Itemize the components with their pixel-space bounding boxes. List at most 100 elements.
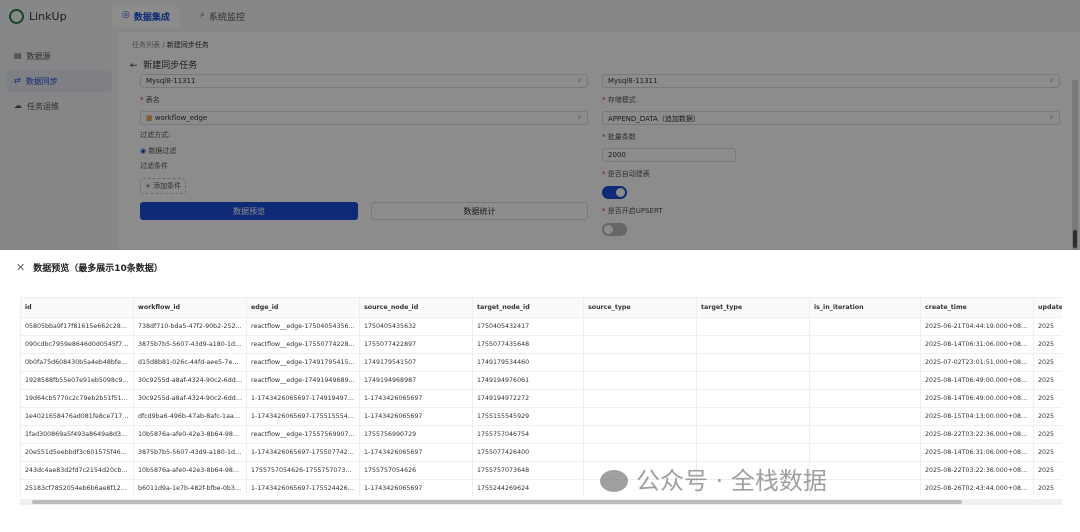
table-cell: dfcd9ba6-496b-47ab-8afc-1aab4... [133, 407, 247, 426]
close-icon[interactable]: ✕ [16, 261, 26, 274]
topnav-system-monitor[interactable]: ⌕ 系统监控 [199, 9, 245, 23]
data-preview-button[interactable]: 数据预览 [140, 202, 358, 220]
table-cell: reactflow__edge-1749179541507... [246, 353, 360, 372]
table-label: * 表名 [140, 96, 160, 104]
table-cell [583, 389, 697, 408]
batch-input[interactable]: 2000 [602, 148, 736, 162]
table-cell: 1749179534460 [472, 353, 584, 372]
breadcrumb-task-list[interactable]: 任务列表 [132, 41, 160, 49]
table-cell [696, 389, 810, 408]
data-preview-drawer: ✕ 数据预览（最多展示10条数据） id workflow_id edge_id sou… [0, 250, 1080, 532]
source-datasource-select[interactable]: Mysql8-11311 ∨ [140, 74, 588, 88]
table-row: 243dc4ae83d2fd7c2154d20cb8f0... 10b5876a-… [20, 461, 1062, 480]
table-cell: 1755757054626 [359, 461, 473, 480]
table-cell: 090cdbc7959e8646d0d0545f736... [20, 335, 134, 354]
table-cell [809, 425, 921, 444]
table-row: 1928588fb55e07e91eb5098c9077... 30c9255d-… [20, 371, 1062, 390]
horizontal-scrollbar[interactable] [20, 499, 1062, 505]
table-cell: reactflow__edge-1755756990729... [246, 425, 360, 444]
batch-label: * 批量条数 [602, 133, 636, 141]
table-row: 0b0fa75d608430b5a4eb48bfe44b... d15d8b81-… [20, 353, 1062, 372]
breadcrumb-current: 新建同步任务 [166, 41, 209, 49]
modal-mask[interactable] [0, 0, 1080, 250]
table-cell: 1749194968987 [359, 371, 473, 390]
search-icon: ⌕ [199, 9, 205, 20]
table-header: id workflow_id edge_id source_node_id target… [20, 297, 1062, 318]
chevron-down-icon: ∨ [576, 113, 582, 121]
table-icon: ▦ [146, 114, 153, 122]
table-cell [696, 317, 810, 336]
table-cell [696, 425, 810, 444]
table-cell: b6011d9a-1e7b-482f-bfbe-0b3a1... [133, 479, 247, 497]
table-cell: 2025 [1033, 461, 1062, 480]
table-cell: 2025 [1033, 317, 1062, 336]
table-cell: 3875b7b5-5607-43d9-a180-1dc9... [133, 443, 247, 462]
table-cell: 10b5876a-afe0-42e3-8b64-98bb... [133, 461, 247, 480]
table-cell: 05805bba9f17f81615e662c282ae... [20, 317, 134, 336]
table-cell: 0b0fa75d608430b5a4eb48bfe44b... [20, 353, 134, 372]
table-cell: 20e551d5eebbdf3c601575f462f3... [20, 443, 134, 462]
table-cell [696, 371, 810, 390]
upsert-label: * 是否开启UPSERT [602, 207, 663, 215]
table-cell: 2025-08-22T03:22:36.000+08:00 [920, 425, 1034, 444]
table-row: 05805bba9f17f81615e662c282ae... 738df710-… [20, 317, 1062, 336]
page-title: ← 新建同步任务 [130, 61, 198, 71]
table-cell [809, 335, 921, 354]
store-mode-select[interactable]: APPEND_DATA（追加数据） ∨ [602, 111, 1060, 125]
table-select[interactable]: ▦ workflow_edge ∨ [140, 111, 588, 125]
radio-checked-icon: ◉ [140, 147, 147, 155]
sidebar-item-task-ops[interactable]: ☁ 任务运维 [14, 101, 59, 111]
filter-cond-label: 过滤条件 [140, 162, 168, 170]
table-cell [809, 371, 921, 390]
table-cell: 1750405435632 [359, 317, 473, 336]
eye-icon: ◎ [122, 9, 130, 20]
column-header: edge_id [246, 297, 360, 318]
table-cell [696, 407, 810, 426]
column-header: is_in_iteration [809, 297, 921, 318]
target-datasource-select[interactable]: Mysql8-11311 ∨ [602, 74, 1060, 88]
data-stats-button[interactable]: 数据统计 [371, 202, 588, 220]
table-cell: 2025 [1033, 371, 1062, 390]
table-cell [809, 443, 921, 462]
table-row: 1fad300869a5f493a8649a8d390c... 10b5876a-… [20, 425, 1062, 444]
add-condition-button[interactable]: + 添加条件 [140, 178, 187, 194]
table-cell [583, 443, 697, 462]
back-arrow-icon[interactable]: ← [130, 61, 138, 71]
table-cell [583, 317, 697, 336]
table-row: 19d64cb5770c2c79eb2b51f51487... 30c9255d-… [20, 389, 1062, 408]
watermark: 公众号 · 全栈数据 [600, 468, 827, 494]
table-cell: 2025 [1033, 479, 1062, 497]
table-cell: 1750405432417 [472, 317, 584, 336]
table-cell [583, 407, 697, 426]
table-cell: reactflow__edge-1749194968987... [246, 371, 360, 390]
table-cell: reactflow__edge-1750405435632... [246, 317, 360, 336]
table-cell: 1-1743426065697-1749194972272 [246, 389, 360, 408]
table-cell: 10b5876a-afe0-42e3-8b64-98bb... [133, 425, 247, 444]
table-cell: 2025 [1033, 443, 1062, 462]
table-cell: 1e4021658476ad081fe8ce7174ab... [20, 407, 134, 426]
column-header: update [1033, 297, 1062, 318]
store-mode-label: * 存储模式 [602, 96, 636, 104]
cloud-icon: ☁ [14, 101, 22, 110]
filter-mode-label: 过滤方式: [140, 131, 171, 139]
table-cell [583, 371, 697, 390]
topnav-data-integration[interactable]: ◎ 数据集成 [112, 4, 180, 28]
table-cell: 1755077422897 [359, 335, 473, 354]
main-content: 任务列表 / 新建同步任务 ← 新建同步任务 Mysql8-11311 ∨ * 表… [118, 32, 1080, 252]
page-scrollbar[interactable] [1072, 80, 1078, 250]
table-cell [583, 353, 697, 372]
column-header: source_type [583, 297, 697, 318]
sidebar-item-data-sync[interactable]: ⇄ 数据同步 [6, 71, 112, 92]
sidebar-item-datasource[interactable]: ▤ 数据源 [14, 51, 51, 61]
auto-create-toggle[interactable] [602, 186, 627, 199]
table-cell: 1-1743426065697-1755077426400 [246, 443, 360, 462]
table-cell: 2025 [1033, 407, 1062, 426]
table-cell [809, 353, 921, 372]
filter-radio[interactable]: ◉ 数据过滤 [140, 147, 177, 155]
table-row: 090cdbc7959e8646d0d0545f736... 3875b7b5-5… [20, 335, 1062, 354]
table-cell: 2025 [1033, 389, 1062, 408]
table-cell: 3875b7b5-5607-43d9-a180-1dc9... [133, 335, 247, 354]
table-cell: 1fad300869a5f493a8649a8d390c... [20, 425, 134, 444]
table-cell: 1755757046754 [472, 425, 584, 444]
upsert-toggle[interactable] [602, 223, 627, 236]
